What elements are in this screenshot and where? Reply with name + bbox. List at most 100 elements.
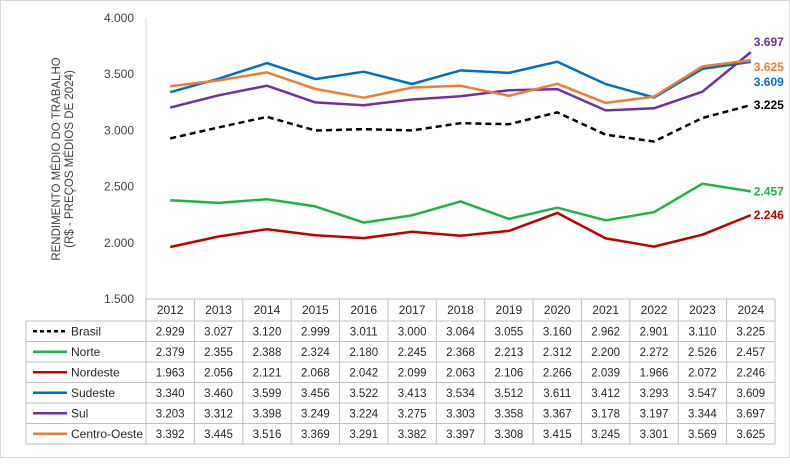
table-cell: 3.312 xyxy=(204,408,233,420)
end-value-label: 2.457 xyxy=(754,184,784,198)
table-cell: 1.963 xyxy=(156,367,185,379)
table-cell: 3.340 xyxy=(156,388,185,400)
x-tick-label: 2019 xyxy=(496,303,523,317)
end-value-label: 2.246 xyxy=(754,208,784,222)
legend-label: Norte xyxy=(71,345,101,359)
table-cell: 3.110 xyxy=(688,326,716,338)
table-cell: 3.293 xyxy=(640,388,669,400)
series-line-centro-oeste xyxy=(170,58,751,105)
legend-label: Centro-Oeste xyxy=(71,427,143,441)
table-cell: 2.121 xyxy=(253,367,282,379)
table-cell: 3.120 xyxy=(253,326,282,338)
table-cell: 3.445 xyxy=(204,429,233,441)
y-tick-label: 3.500 xyxy=(104,67,134,81)
table-cell: 2.072 xyxy=(688,367,717,379)
table-cell: 2.368 xyxy=(446,347,475,359)
legend-label: Nordeste xyxy=(71,365,120,379)
table-cell: 3.413 xyxy=(398,388,427,400)
table-cell: 3.697 xyxy=(736,408,765,420)
table-cell: 2.106 xyxy=(494,367,523,379)
legend-label: Sudeste xyxy=(71,386,115,400)
table-cell: 2.056 xyxy=(204,367,233,379)
table-cell: 3.303 xyxy=(446,408,475,420)
table-cell: 2.246 xyxy=(736,367,765,379)
table-cell: 2.457 xyxy=(736,347,765,359)
table-cell: 3.415 xyxy=(543,429,572,441)
table-cell: 2.042 xyxy=(349,367,378,379)
y-tick-label: 1.500 xyxy=(104,292,134,306)
table-cell: 3.160 xyxy=(543,326,572,338)
table-cell: 2.245 xyxy=(398,347,427,359)
x-tick-label: 2016 xyxy=(350,303,377,317)
table-cell: 3.275 xyxy=(398,408,427,420)
table-cell: 3.358 xyxy=(494,408,523,420)
x-tick-label: 2020 xyxy=(544,303,571,317)
table-cell: 3.011 xyxy=(350,326,378,338)
table-cell: 2.999 xyxy=(301,326,330,338)
table-cell: 3.397 xyxy=(446,429,475,441)
series-line-brasil xyxy=(169,103,752,143)
table-cell: 2.266 xyxy=(543,367,572,379)
table-cell: 3.308 xyxy=(494,429,523,441)
table-cell: 2.526 xyxy=(688,347,717,359)
table-cell: 2.929 xyxy=(156,326,185,338)
y-tick-label: 2.500 xyxy=(104,180,134,194)
table-cell: 3.516 xyxy=(253,429,282,441)
x-tick-label: 2021 xyxy=(592,303,619,317)
table-cell: 3.456 xyxy=(301,388,330,400)
table-cell: 3.460 xyxy=(204,388,233,400)
table-cell: 1.966 xyxy=(640,367,669,379)
x-tick-label: 2013 xyxy=(205,303,232,317)
table-cell: 3.367 xyxy=(543,408,572,420)
table-cell: 3.625 xyxy=(736,429,765,441)
table-cell: 3.197 xyxy=(640,408,669,420)
x-tick-label: 2012 xyxy=(157,303,184,317)
y-axis-label-line1: RENDIMENTO MÉDIO DO TRABALHO xyxy=(50,57,63,260)
table-cell: 2.962 xyxy=(591,326,620,338)
table-cell: 2.099 xyxy=(398,367,427,379)
table-cell: 3.369 xyxy=(301,429,330,441)
table-cell: 3.392 xyxy=(156,429,185,441)
end-value-label: 3.609 xyxy=(754,75,784,89)
x-tick-label: 2015 xyxy=(302,303,329,317)
x-tick-label: 2018 xyxy=(447,303,474,317)
table-cell: 3.522 xyxy=(349,388,378,400)
table-cell: 3.412 xyxy=(591,388,620,400)
table-cell: 2.312 xyxy=(543,347,572,359)
table-cell: 3.534 xyxy=(446,388,475,400)
table-cell: 3.249 xyxy=(301,408,330,420)
table-cell: 3.609 xyxy=(736,388,765,400)
x-tick-label: 2014 xyxy=(254,303,281,317)
series-line-nordeste xyxy=(169,211,752,249)
table-cell: 3.382 xyxy=(398,429,427,441)
end-value-label: 3.225 xyxy=(754,98,784,112)
legend-label: Brasil xyxy=(71,324,101,338)
table-cell: 3.291 xyxy=(349,429,378,441)
end-value-label: 3.625 xyxy=(754,60,784,74)
y-tick-label: 2.000 xyxy=(104,236,134,250)
table-cell: 3.569 xyxy=(688,429,717,441)
series-line-sudeste xyxy=(169,60,751,99)
table-cell: 2.039 xyxy=(591,367,620,379)
table-cell: 2.901 xyxy=(640,326,669,338)
table-cell: 3.599 xyxy=(253,388,282,400)
y-tick-label: 4.000 xyxy=(104,11,134,25)
table-cell: 3.301 xyxy=(640,429,669,441)
table-cell: 3.245 xyxy=(591,429,620,441)
table-cell: 2.180 xyxy=(349,347,378,359)
table-cell: 2.379 xyxy=(156,347,185,359)
table-cell: 3.064 xyxy=(446,326,475,338)
table-cell: 2.200 xyxy=(591,347,620,359)
table-cell: 3.203 xyxy=(156,408,185,420)
table-cell: 3.225 xyxy=(736,326,765,338)
table-cell: 3.344 xyxy=(688,408,717,420)
x-tick-label: 2017 xyxy=(399,303,426,317)
x-tick-label: 2022 xyxy=(641,303,668,317)
table-cell: 3.398 xyxy=(253,408,282,420)
table-cell: 3.512 xyxy=(494,388,523,400)
x-tick-label: 2024 xyxy=(737,303,764,317)
table-cell: 3.178 xyxy=(591,408,620,420)
table-cell: 3.027 xyxy=(204,326,233,338)
